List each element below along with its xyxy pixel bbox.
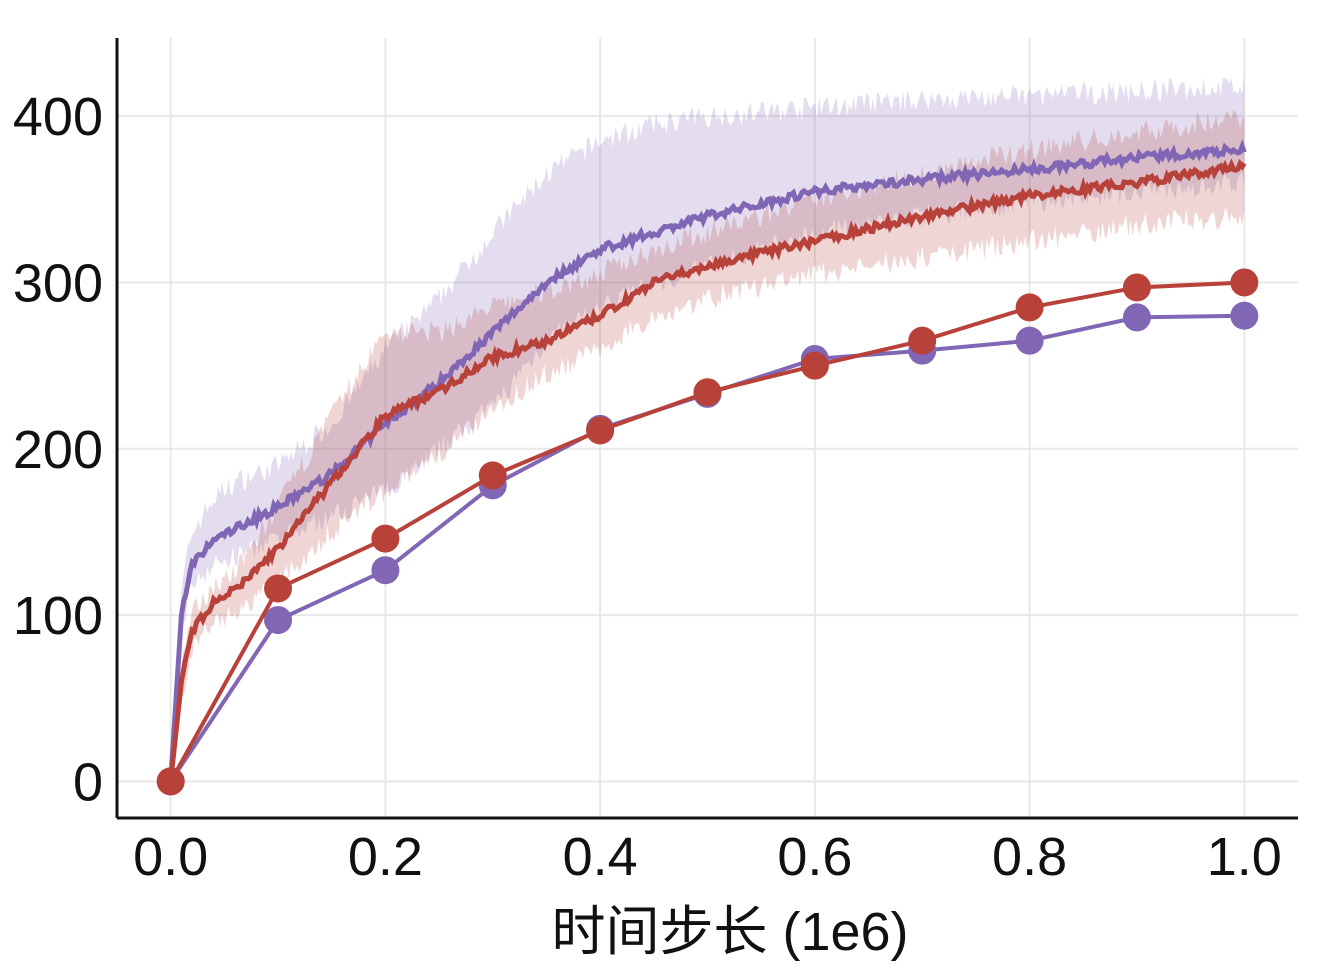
x-tick-label: 0.4 <box>563 827 638 887</box>
y-tick-label: 200 <box>13 420 103 480</box>
data-point <box>1230 268 1259 297</box>
data-point <box>1015 326 1044 355</box>
data-point <box>264 574 293 603</box>
x-tick-label: 1.0 <box>1207 827 1282 887</box>
tick-labels: 0.0 0.2 0.4 0.6 0.8 1.0 0 100 200 300 400 <box>13 87 1282 887</box>
y-tick-label: 100 <box>13 586 103 646</box>
data-point <box>1122 273 1151 302</box>
x-tick-label: 0.2 <box>348 827 423 887</box>
y-tick-label: 300 <box>13 253 103 313</box>
x-tick-label: 0.8 <box>992 827 1067 887</box>
x-tick-label: 0.0 <box>133 827 208 887</box>
lines <box>168 139 1247 782</box>
data-point <box>1230 301 1259 330</box>
grid <box>117 38 1298 818</box>
smoothed-line <box>168 158 1247 782</box>
confidence-band <box>170 109 1245 782</box>
y-tick-label: 0 <box>73 752 103 812</box>
data-point <box>693 378 722 407</box>
x-axis-label: 时间步长 (1e6) <box>551 902 908 962</box>
data-point <box>800 351 829 380</box>
data-point <box>478 461 507 490</box>
data-point <box>908 326 937 355</box>
data-point <box>264 606 293 635</box>
data-point <box>156 767 185 796</box>
data-point <box>586 416 615 445</box>
x-tick-label: 0.6 <box>777 827 852 887</box>
data-point <box>371 524 400 553</box>
data-point <box>1122 303 1151 332</box>
data-point <box>371 556 400 585</box>
y-tick-label: 400 <box>13 87 103 147</box>
data-point <box>1015 293 1044 322</box>
markers <box>156 268 1259 796</box>
axes <box>115 38 1298 820</box>
